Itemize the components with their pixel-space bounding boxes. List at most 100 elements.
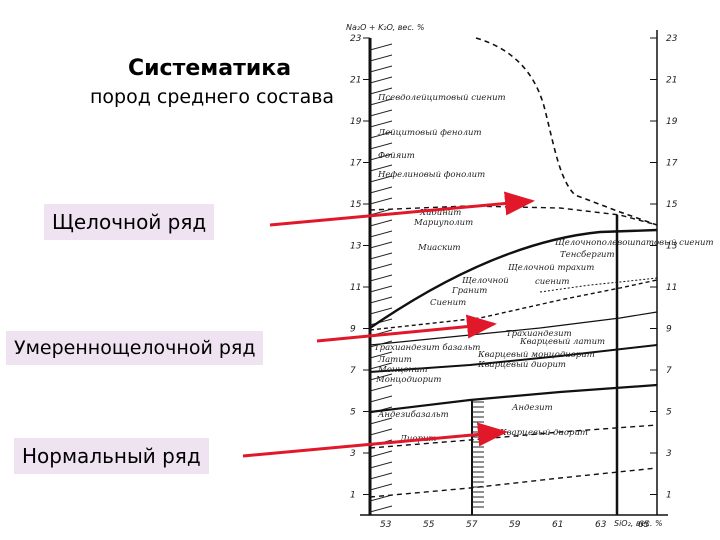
- series-arrows: [242, 191, 535, 458]
- field-label: Кварцевый монцодиорит: [477, 350, 595, 360]
- y-tick-right-label: 19: [666, 117, 678, 127]
- hatch-mark: [369, 230, 393, 238]
- alkaline-boundary-curve: [369, 228, 658, 329]
- hatch-mark: [369, 175, 393, 183]
- y-tick-left-label: 13: [350, 242, 362, 252]
- hatch-mark: [369, 362, 393, 370]
- hatch-mark: [369, 98, 393, 106]
- normal-upper-dashed: [369, 424, 658, 449]
- hatch-mark: [369, 142, 393, 150]
- field-label: Кварцевый латит: [519, 337, 605, 347]
- y-tick-left-label: 19: [350, 117, 362, 127]
- field-label: сиенит: [535, 277, 569, 287]
- hatch-mark: [369, 186, 393, 194]
- hatch-mark: [369, 450, 393, 458]
- y-tick-left-label: 5: [350, 408, 356, 418]
- x-tick-label: 55: [423, 520, 435, 530]
- y-tick-right-label: 15: [666, 200, 678, 210]
- arrow-alkaline: [269, 191, 535, 227]
- hatch-mark: [369, 461, 393, 469]
- field-label: Мариуполит: [413, 218, 473, 228]
- hatch-mark: [369, 43, 393, 51]
- y-tick-left-label: 7: [350, 366, 356, 376]
- field-label: Псевдолейцитовый сиенит: [377, 93, 506, 103]
- x-axis-title: SiO₂, вес. %: [614, 519, 663, 528]
- y-axis-title: Na₂O + K₂O, вес. %: [346, 23, 424, 32]
- y-ticks-right: 23 21 19 17 15 13 11 9 7 5 3 1: [650, 34, 678, 501]
- field-label: Нефелиновый фонолит: [377, 170, 485, 180]
- hatch-mark: [369, 109, 393, 117]
- field-label: Латит: [377, 355, 412, 365]
- field-labels: Псевдолейцитовый сиенит Лейцитовый феноли…: [374, 93, 714, 444]
- hatch-mark: [369, 307, 393, 315]
- x-tick-label: 59: [509, 520, 521, 530]
- x-tick-label: 53: [380, 520, 392, 530]
- hatch-mark: [369, 285, 393, 293]
- field-label: Сиенит: [430, 298, 466, 308]
- field-label: Монцодиорит: [375, 375, 441, 385]
- alkaline-lower-dashed: [369, 279, 658, 331]
- hatch-mark: [369, 131, 393, 139]
- hatch-mark: [369, 274, 393, 282]
- arrow-moderate-alkaline: [316, 314, 497, 343]
- x-tick-label: 65: [638, 520, 650, 530]
- hatch-mark: [369, 219, 393, 227]
- field-label: Щелочной трахит: [508, 263, 594, 273]
- y-tick-right-label: 23: [666, 34, 678, 44]
- field-label: Монцонит: [377, 365, 428, 375]
- hatch-mark: [369, 120, 393, 128]
- andesite-line: [369, 383, 658, 414]
- series-label-alkaline: Щелочной ряд: [44, 204, 215, 240]
- hatch-mark: [369, 252, 393, 260]
- y-tick-left-label: 21: [350, 76, 361, 86]
- page-title: Систематика: [128, 56, 292, 81]
- field-label: Трахиандезит: [506, 329, 572, 339]
- field-label: Фойяит: [378, 151, 415, 161]
- field-label: Хибинит: [419, 207, 461, 218]
- y-tick-right-label: 13: [666, 242, 678, 252]
- hatch-mark: [369, 87, 393, 95]
- x-tick-label: 63: [595, 520, 607, 530]
- x-tick-label: 57: [466, 520, 478, 530]
- y-tick-left-label: 11: [350, 283, 361, 293]
- y-tick-left-label: 15: [350, 200, 362, 210]
- y-tick-left-label: 3: [350, 449, 356, 459]
- dotted-boundary: [539, 277, 658, 293]
- hatch-mark: [369, 241, 393, 249]
- page-subtitle: пород среднего состава: [90, 86, 335, 108]
- x-tick-label: 61: [552, 520, 563, 530]
- mid-hatch: [472, 401, 484, 508]
- hatch-mark: [369, 65, 393, 73]
- field-label: Щелочнополевошпатовый сиенит: [555, 238, 714, 248]
- field-label: Тенсбергит: [560, 249, 615, 260]
- hatch-mark: [369, 351, 393, 359]
- y-tick-right-label: 3: [666, 449, 672, 459]
- phonolite-dashed-boundary: [369, 205, 658, 226]
- y-tick-left-label: 1: [350, 491, 356, 501]
- field-label: Трахиандезит базальт: [374, 342, 480, 353]
- y-tick-right-label: 11: [666, 283, 677, 293]
- series-label-normal: Нормальный ряд: [14, 438, 209, 474]
- hatch-mark: [369, 54, 393, 62]
- field-label: Кварцевый диорит: [477, 360, 566, 370]
- x-ticks: 53 55 57 59 61 63 65: [380, 520, 650, 530]
- field-label: Гранит: [451, 286, 487, 296]
- y-ticks-left: 23 21 19 17 15 13 11 9 7 5 3 1: [350, 34, 370, 501]
- hatch-mark: [369, 197, 393, 205]
- hatch-mark: [369, 505, 393, 513]
- hatch-mark: [369, 263, 393, 271]
- y-tick-left-label: 23: [350, 34, 362, 44]
- hatch-mark: [369, 296, 393, 304]
- hatch-mark: [369, 395, 393, 403]
- field-label: Андезит: [511, 403, 553, 413]
- y-tick-right-label: 1: [666, 491, 672, 501]
- hatch-mark: [369, 164, 393, 172]
- hatch-mark: [369, 428, 393, 436]
- hatch-mark: [369, 483, 393, 491]
- hatch-mark: [369, 373, 393, 381]
- field-label: Андезибазальт: [377, 409, 449, 420]
- field-label: Кварцевый диорит: [499, 428, 588, 438]
- y-tick-left-label: 9: [350, 325, 356, 335]
- hatch-mark: [369, 384, 393, 392]
